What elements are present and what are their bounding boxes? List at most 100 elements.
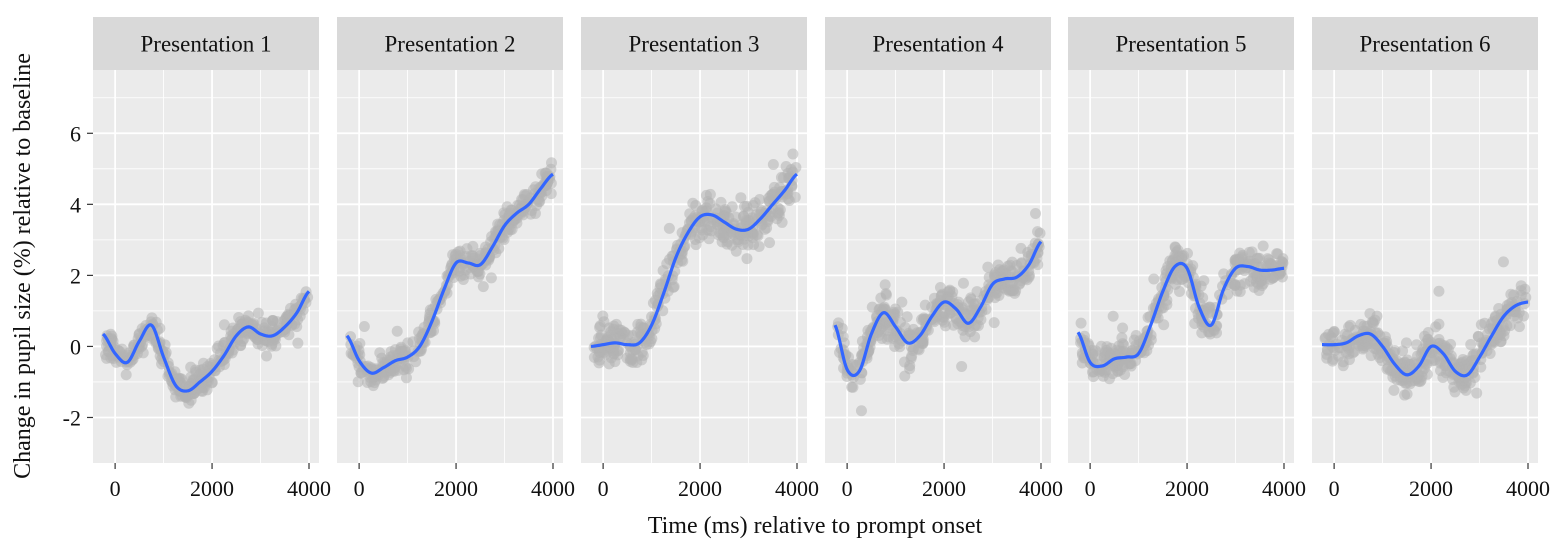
x-tick-label: 2000 — [922, 476, 966, 501]
x-tick-label: 2000 — [434, 476, 478, 501]
smooth-line — [1321, 300, 1529, 378]
data-point — [190, 366, 202, 378]
data-point — [1429, 354, 1441, 366]
data-point — [1118, 358, 1130, 370]
data-point — [1196, 327, 1208, 339]
facet-panel: Presentation 6 0 2000 4000 — [1312, 17, 1550, 501]
data-point — [1465, 339, 1477, 351]
data-point — [1401, 388, 1413, 400]
data-point — [634, 327, 646, 339]
facet-strip-label: Presentation 1 — [141, 32, 272, 57]
data-point — [1513, 321, 1525, 333]
data-point — [1419, 330, 1431, 342]
data-point — [847, 381, 859, 393]
x-tick-label: 4000 — [287, 476, 331, 501]
facet-strip-label: Presentation 4 — [873, 32, 1004, 57]
data-point — [206, 377, 218, 389]
x-axis-title: Time (ms) relative to prompt onset — [648, 513, 983, 539]
data-point — [1368, 317, 1380, 329]
data-point — [1497, 256, 1509, 268]
data-point — [457, 274, 469, 286]
x-tick-label: 4000 — [1262, 476, 1306, 501]
data-point — [1239, 278, 1251, 290]
data-point — [389, 344, 401, 356]
x-tick-label: 0 — [1329, 476, 1340, 501]
data-point — [1337, 356, 1349, 368]
panel-background — [93, 70, 319, 463]
y-tick-label: 6 — [70, 121, 81, 146]
data-point — [1494, 328, 1506, 340]
data-point — [1229, 280, 1241, 292]
facet-strip — [581, 17, 807, 70]
data-point — [1433, 334, 1445, 346]
y-tick-label: 2 — [70, 263, 81, 288]
data-point — [1457, 374, 1469, 386]
data-point — [777, 172, 789, 184]
data-point — [661, 258, 673, 270]
facet-panel: Presentation 4 0 2000 4000 — [825, 17, 1063, 501]
data-point — [1222, 288, 1234, 300]
data-point — [637, 350, 649, 362]
x-tick-label: 0 — [598, 476, 609, 501]
data-point — [768, 181, 780, 193]
data-point — [776, 216, 788, 228]
data-point — [702, 195, 714, 207]
data-point — [384, 364, 396, 376]
data-point — [154, 322, 166, 334]
data-point — [512, 209, 524, 221]
data-point — [982, 261, 994, 273]
data-point — [1034, 227, 1046, 239]
data-point — [1430, 321, 1442, 333]
data-point — [615, 324, 627, 336]
x-tick-label: 4000 — [531, 476, 575, 501]
facet-strip — [93, 17, 319, 70]
data-point — [730, 245, 742, 257]
data-point — [1328, 326, 1340, 338]
y-tick-label: 4 — [70, 192, 81, 217]
data-point — [1448, 381, 1460, 393]
facet-strip — [1312, 17, 1538, 70]
data-point — [209, 365, 221, 377]
data-point — [706, 225, 718, 237]
data-point — [1501, 320, 1513, 332]
data-point — [1203, 303, 1215, 315]
data-point — [467, 240, 479, 252]
data-point — [629, 344, 641, 356]
y-tick-label: 0 — [70, 334, 81, 359]
data-point — [1230, 253, 1242, 265]
smooth-line — [101, 290, 311, 393]
data-point — [956, 360, 968, 372]
data-point — [391, 325, 403, 337]
data-point — [378, 372, 390, 384]
data-point — [252, 338, 264, 350]
facet-strip-label: Presentation 6 — [1360, 32, 1491, 57]
facet-strip-label: Presentation 2 — [385, 32, 516, 57]
x-tick-label: 4000 — [1506, 476, 1550, 501]
data-point — [875, 292, 887, 304]
data-point — [525, 208, 537, 220]
data-point — [855, 405, 867, 417]
data-point — [467, 252, 479, 264]
data-point — [952, 318, 964, 330]
data-point — [1358, 340, 1370, 352]
data-point — [1161, 299, 1173, 311]
data-point — [1437, 372, 1449, 384]
data-point — [1107, 310, 1119, 322]
x-tick-label: 2000 — [678, 476, 722, 501]
data-point — [1388, 384, 1400, 396]
facet-strip — [337, 17, 563, 70]
data-point — [1030, 207, 1042, 219]
data-point — [146, 312, 158, 324]
data-point — [1148, 273, 1160, 285]
data-point — [594, 320, 606, 332]
data-point — [595, 329, 607, 341]
x-tick-label: 2000 — [190, 476, 234, 501]
smooth-line — [345, 172, 554, 375]
data-point — [752, 230, 764, 242]
data-point — [663, 222, 675, 234]
data-point — [785, 164, 797, 176]
data-point — [904, 363, 916, 375]
data-point — [710, 203, 722, 215]
data-point — [1010, 285, 1022, 297]
data-point — [996, 265, 1008, 277]
